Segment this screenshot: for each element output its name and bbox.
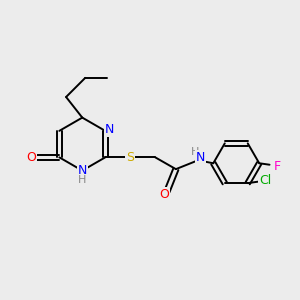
Text: H: H	[191, 147, 199, 157]
Text: N: N	[105, 123, 114, 136]
Text: O: O	[26, 151, 36, 164]
Text: F: F	[273, 160, 280, 173]
Text: N: N	[196, 152, 205, 164]
Text: S: S	[126, 151, 134, 164]
Text: H: H	[78, 175, 86, 185]
Text: N: N	[78, 164, 87, 176]
Text: O: O	[159, 188, 169, 201]
Text: Cl: Cl	[259, 174, 272, 187]
